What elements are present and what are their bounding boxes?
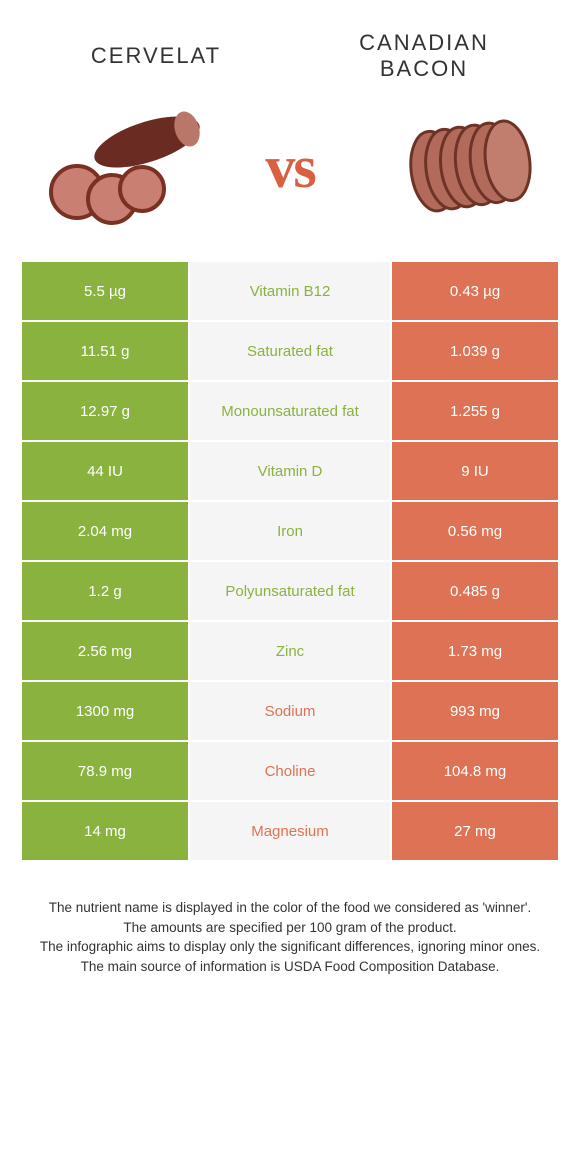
right-value: 0.43 µg (392, 262, 558, 320)
footer-line: The amounts are specified per 100 gram o… (28, 918, 552, 938)
left-value: 78.9 mg (22, 742, 188, 800)
nutrient-label: Iron (190, 502, 390, 560)
left-value: 1.2 g (22, 562, 188, 620)
cervelat-image (22, 102, 212, 232)
nutrient-label: Magnesium (190, 802, 390, 860)
footer-line: The infographic aims to display only the… (28, 937, 552, 957)
nutrient-label: Monounsaturated fat (190, 382, 390, 440)
table-row: 44 IUVitamin D9 IU (22, 442, 558, 500)
nutrient-label: Sodium (190, 682, 390, 740)
right-value: 0.56 mg (392, 502, 558, 560)
table-row: 2.56 mgZinc1.73 mg (22, 622, 558, 680)
vs-label: vs (265, 133, 314, 202)
nutrient-label: Choline (190, 742, 390, 800)
footer-line: The nutrient name is displayed in the co… (28, 898, 552, 918)
footer-notes: The nutrient name is displayed in the co… (22, 898, 558, 976)
right-value: 9 IU (392, 442, 558, 500)
table-row: 14 mgMagnesium27 mg (22, 802, 558, 860)
right-value: 1.255 g (392, 382, 558, 440)
right-value: 27 mg (392, 802, 558, 860)
left-value: 11.51 g (22, 322, 188, 380)
nutrient-label: Vitamin B12 (190, 262, 390, 320)
left-value: 1300 mg (22, 682, 188, 740)
right-value: 1.73 mg (392, 622, 558, 680)
images-row: vs (22, 102, 558, 232)
left-value: 2.56 mg (22, 622, 188, 680)
nutrient-label: Zinc (190, 622, 390, 680)
nutrient-table: 5.5 µgVitamin B120.43 µg11.51 gSaturated… (22, 262, 558, 860)
table-row: 2.04 mgIron0.56 mg (22, 502, 558, 560)
right-food-title: CANADIAN BACON (317, 30, 531, 82)
canadian-bacon-image (368, 102, 558, 232)
left-value: 2.04 mg (22, 502, 188, 560)
table-row: 11.51 gSaturated fat1.039 g (22, 322, 558, 380)
table-row: 1.2 gPolyunsaturated fat0.485 g (22, 562, 558, 620)
nutrient-label: Polyunsaturated fat (190, 562, 390, 620)
right-value: 993 mg (392, 682, 558, 740)
table-row: 5.5 µgVitamin B120.43 µg (22, 262, 558, 320)
table-row: 12.97 gMonounsaturated fat1.255 g (22, 382, 558, 440)
nutrient-label: Vitamin D (190, 442, 390, 500)
right-value: 1.039 g (392, 322, 558, 380)
left-value: 5.5 µg (22, 262, 188, 320)
left-value: 14 mg (22, 802, 188, 860)
right-value: 0.485 g (392, 562, 558, 620)
footer-line: The main source of information is USDA F… (28, 957, 552, 977)
right-value: 104.8 mg (392, 742, 558, 800)
left-value: 12.97 g (22, 382, 188, 440)
table-row: 78.9 mgCholine104.8 mg (22, 742, 558, 800)
left-value: 44 IU (22, 442, 188, 500)
header: CERVELAT CANADIAN BACON (22, 30, 558, 82)
nutrient-label: Saturated fat (190, 322, 390, 380)
table-row: 1300 mgSodium993 mg (22, 682, 558, 740)
left-food-title: CERVELAT (49, 43, 263, 69)
